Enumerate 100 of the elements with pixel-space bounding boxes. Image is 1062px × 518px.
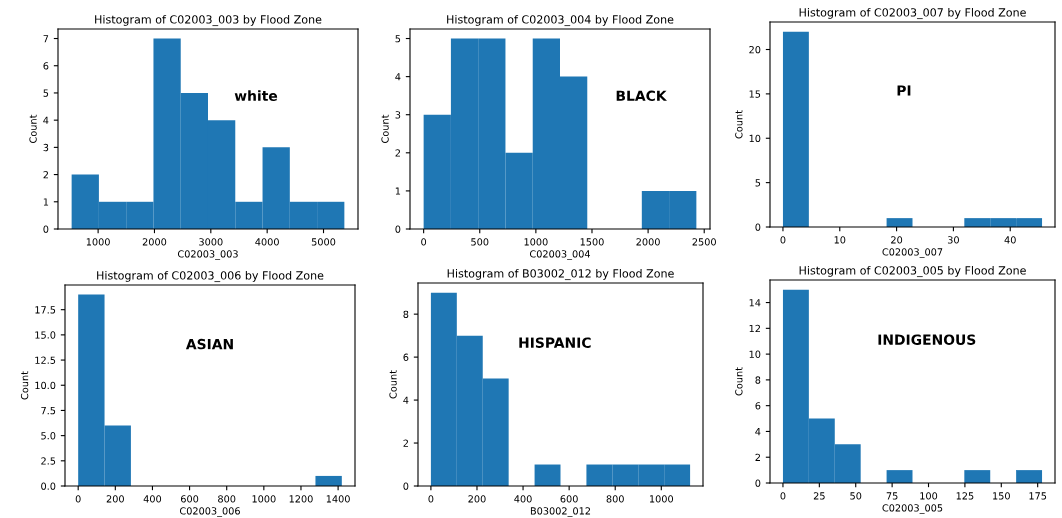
x-tick-label: 0 (421, 238, 427, 246)
annotation: PI (897, 85, 911, 96)
y-tick-label: 8 (755, 376, 761, 384)
x-tick-label: 400 (143, 495, 162, 503)
x-tick-label: 0 (780, 492, 786, 500)
x-tick-label: 1000 (649, 495, 674, 503)
y-tick-label: 7.5 (41, 407, 56, 415)
chart-title: Histogram of B03002_012 by Flood Zone (447, 269, 674, 281)
y-tick-label: 5.0 (41, 432, 56, 440)
y-tick-label: 5 (755, 179, 761, 187)
annotation: BLACK (616, 90, 667, 102)
y-tick-label: 6 (43, 62, 49, 70)
annotation: INDIGENOUS (878, 334, 976, 345)
y-tick-label: 4 (755, 428, 761, 436)
x-tick-label: 150 (993, 492, 1010, 500)
y-tick-label: 3 (43, 143, 49, 152)
y-tick-label: 3 (395, 111, 401, 119)
chart-title: Histogram of C02003_005 by Flood Zone (799, 266, 1026, 278)
x-tick-label: 125 (956, 492, 974, 500)
y-axis-title: Count (20, 371, 29, 400)
x-tick-label: 1000 (252, 495, 276, 503)
x-tick-label: 1000 (524, 238, 548, 246)
y-tick-label: 1 (395, 187, 401, 195)
chart-title: Histogram of C02003_007 by Flood Zone (799, 8, 1026, 20)
y-tick-label: 8 (403, 310, 409, 318)
x-tick-label: 600 (560, 495, 578, 503)
x-tick-label: 50 (850, 492, 862, 500)
x-tick-label: 2000 (636, 238, 660, 246)
x-tick-label: 40 (1004, 236, 1016, 244)
x-tick-label: 5000 (311, 238, 336, 246)
y-tick-label: 15.0 (35, 331, 56, 339)
x-tick-label: 3000 (199, 238, 223, 246)
y-tick-label: 0 (403, 482, 409, 490)
y-tick-label: 10 (749, 134, 761, 143)
y-tick-label: 12.5 (35, 356, 56, 364)
y-tick-label: 4 (395, 73, 401, 81)
x-tick-label: 200 (468, 495, 486, 503)
y-axis-title: Count (735, 110, 743, 139)
x-axis-title: C02003_005 (882, 504, 943, 514)
x-tick-label: 0 (780, 236, 786, 244)
x-tick-label: 2000 (142, 238, 167, 246)
y-tick-label: 2 (403, 439, 408, 447)
y-tick-label: 5 (395, 35, 401, 43)
y-axis-title: Count (381, 114, 389, 143)
chart-title: Histogram of C02003_006 by Flood Zone (97, 271, 324, 283)
x-tick-label: 1400 (326, 495, 350, 503)
x-tick-label: 100 (920, 492, 938, 500)
y-tick-label: 17.5 (35, 306, 56, 314)
y-tick-label: 0 (395, 225, 401, 233)
y-axis-title: Count (29, 114, 37, 143)
y-tick-label: 10.0 (35, 381, 56, 390)
y-tick-label: 20 (749, 45, 761, 54)
y-tick-label: 6 (403, 353, 409, 361)
y-tick-label: 0 (43, 225, 49, 233)
x-tick-label: 30 (947, 236, 959, 244)
y-tick-label: 15 (749, 90, 761, 98)
x-tick-label: 1000 (86, 238, 110, 246)
annotation: ASIAN (185, 338, 233, 350)
y-tick-label: 2 (43, 171, 48, 179)
y-tick-label: 4 (403, 396, 409, 404)
y-tick-label: 10 (749, 350, 761, 358)
y-tick-label: 0 (755, 479, 761, 487)
y-tick-label: 7 (43, 35, 49, 43)
annotation: HISPANIC (519, 337, 591, 348)
x-tick-label: 0 (428, 495, 434, 503)
x-tick-label: 500 (471, 238, 489, 246)
y-tick-label: 14 (749, 299, 761, 307)
x-tick-label: 4000 (255, 238, 279, 246)
y-tick-label: 12 (749, 324, 760, 333)
y-tick-label: 2 (395, 149, 400, 157)
y-axis-title: Count (389, 370, 397, 399)
x-axis-title: C02003_007 (882, 248, 943, 258)
x-tick-label: 400 (514, 495, 532, 503)
x-tick-label: 1500 (580, 238, 604, 246)
x-tick-label: 2500 (692, 238, 716, 246)
x-axis-title: B03002_012 (530, 507, 591, 517)
x-tick-label: 25 (813, 492, 825, 500)
y-tick-label: 2 (755, 453, 760, 461)
x-tick-label: 175 (1029, 492, 1047, 500)
y-tick-label: 5 (43, 89, 49, 97)
x-tick-label: 10 (834, 236, 846, 244)
annotation: white (234, 90, 278, 102)
y-axis-title: Count (735, 367, 743, 396)
x-axis-title: C02003_003 (177, 250, 238, 260)
x-tick-label: 800 (218, 495, 236, 503)
chart-title: Histogram of C02003_003 by Flood Zone (95, 15, 322, 27)
y-tick-label: 2.5 (41, 457, 56, 465)
x-tick-label: 1200 (289, 495, 313, 503)
y-tick-label: 6 (755, 402, 761, 410)
x-tick-label: 800 (606, 495, 624, 503)
chart-title: Histogram of C02003_004 by Flood Zone (447, 15, 674, 27)
y-tick-label: 0.0 (41, 482, 56, 490)
x-axis-title: C02003_004 (529, 250, 591, 260)
x-tick-label: 20 (891, 236, 903, 244)
x-tick-label: 600 (180, 495, 199, 503)
x-axis-title: C02003_006 (179, 507, 240, 517)
x-tick-label: 200 (106, 495, 124, 503)
x-tick-label: 75 (886, 492, 898, 500)
y-tick-label: 4 (43, 116, 49, 124)
y-tick-label: 0 (755, 223, 761, 231)
